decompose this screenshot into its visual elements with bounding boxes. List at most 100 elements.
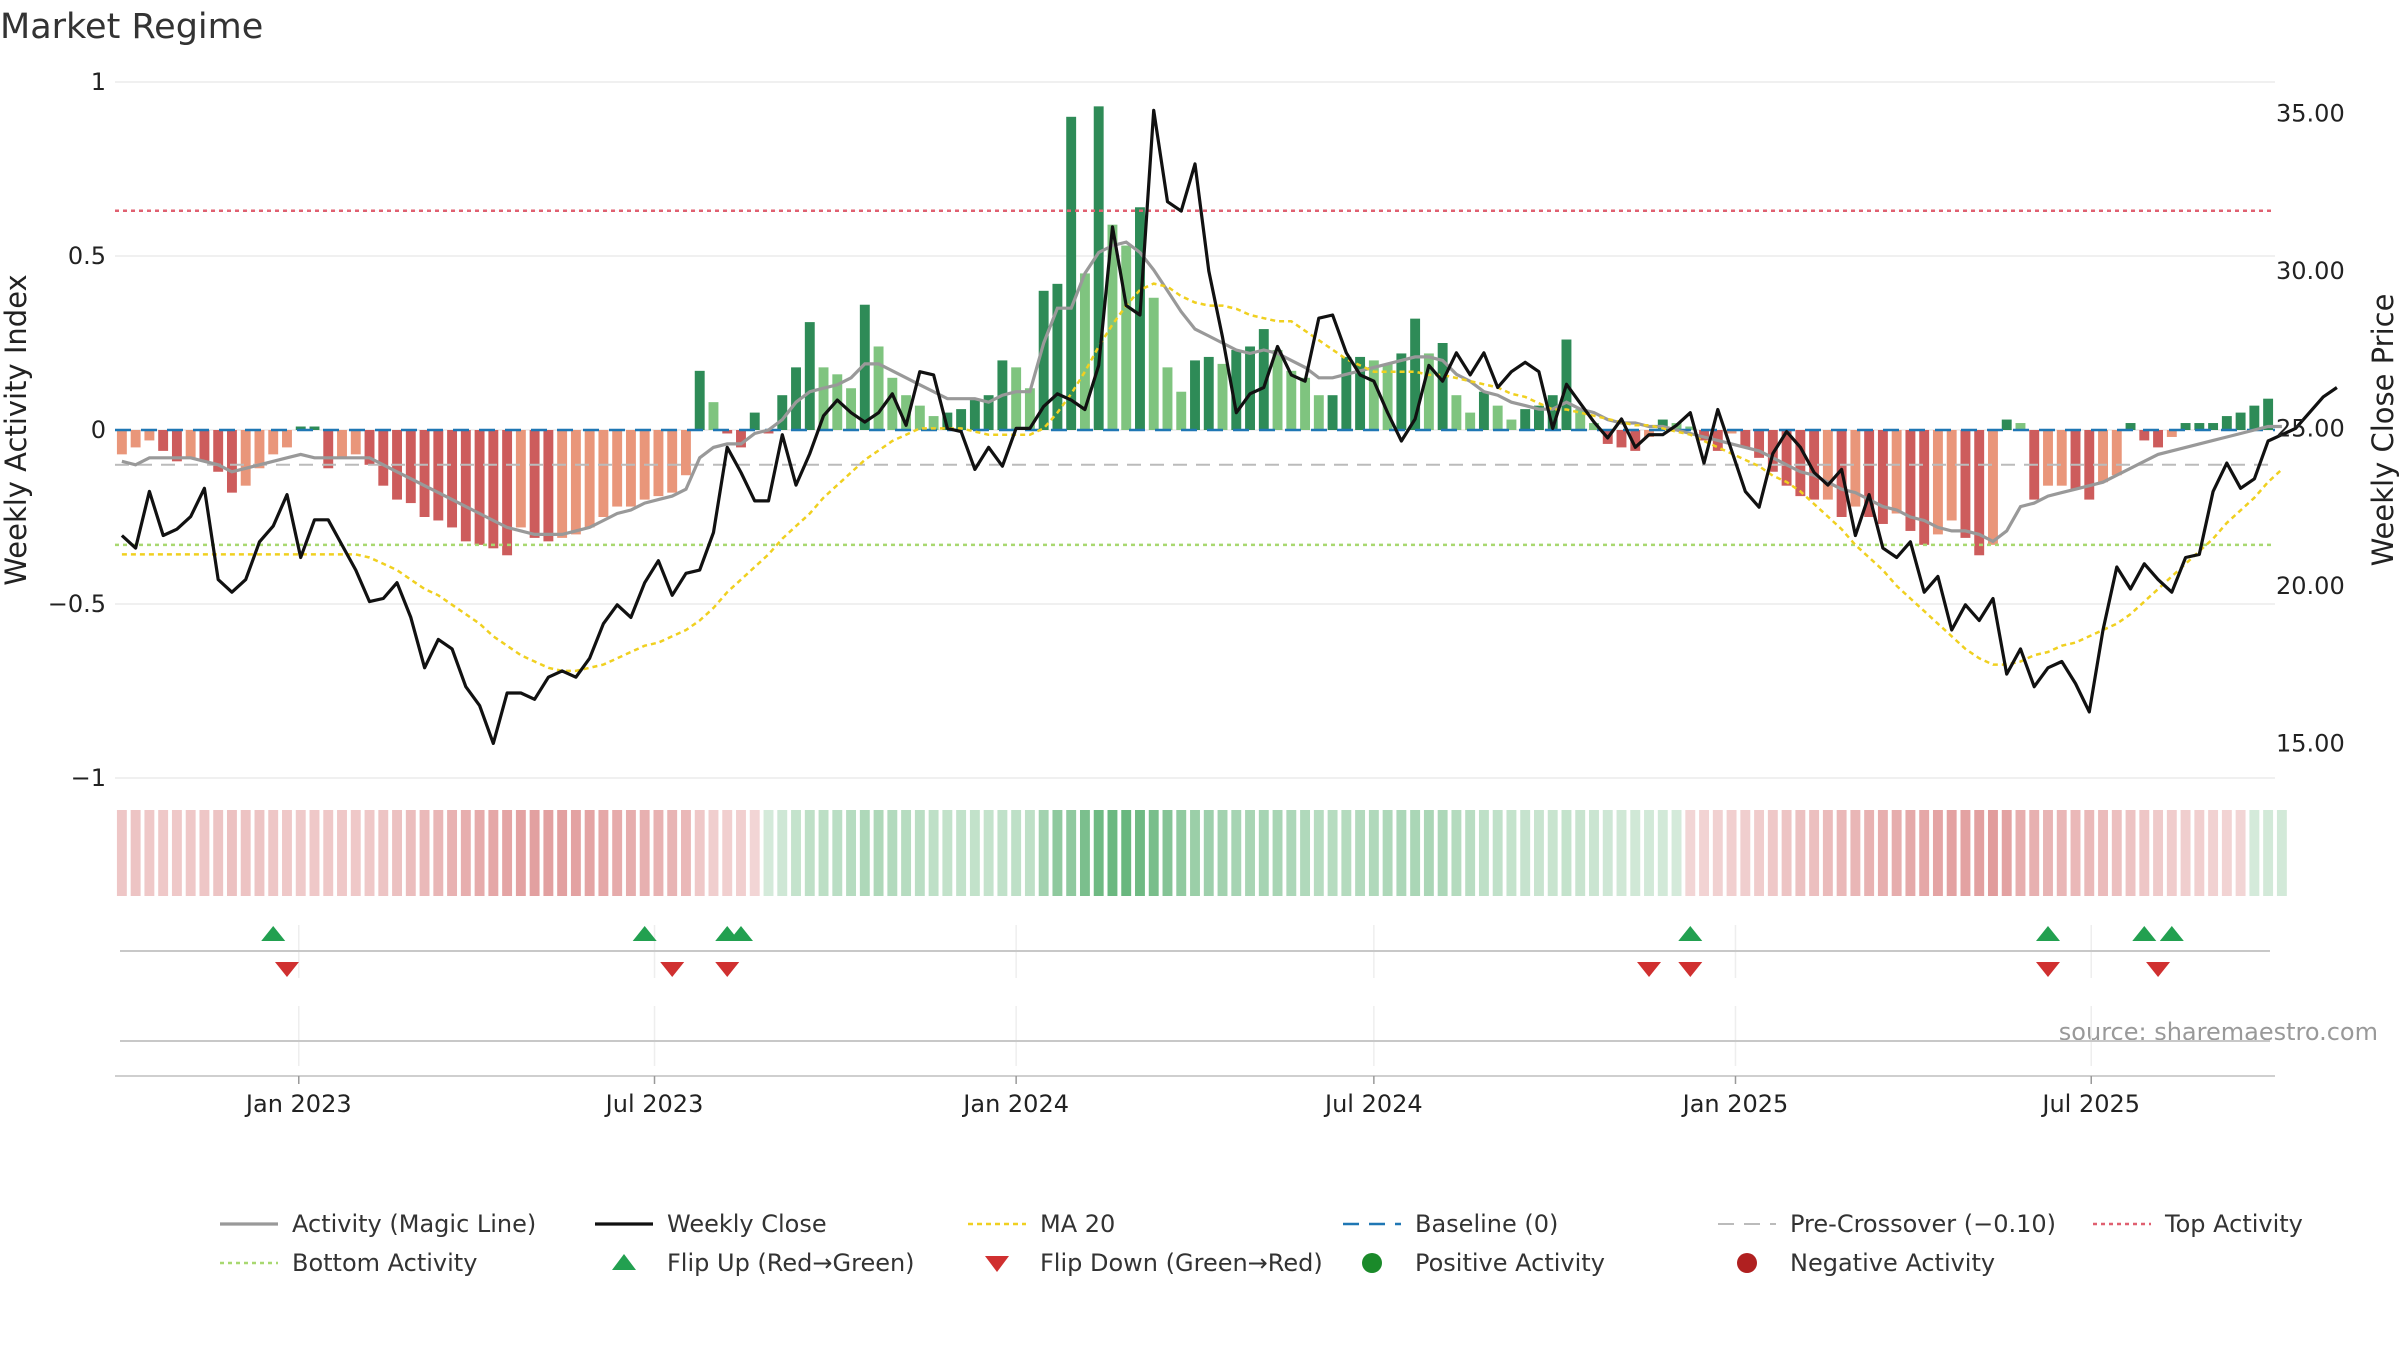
regime-cell bbox=[1245, 810, 1255, 896]
regime-cell bbox=[2208, 810, 2219, 896]
regime-cell bbox=[818, 810, 829, 896]
left-axis-title: Weekly Activity Index bbox=[0, 274, 33, 585]
regime-cell bbox=[997, 810, 1008, 896]
regime-cell bbox=[1781, 810, 1792, 896]
flip-down-marker bbox=[1637, 962, 1662, 977]
regime-cell bbox=[226, 810, 237, 896]
activity-bar bbox=[777, 395, 788, 430]
left-tick-label: 0.5 bbox=[68, 242, 106, 270]
activity-bar bbox=[846, 388, 857, 430]
activity-bar bbox=[1547, 395, 1558, 430]
regime-cell bbox=[130, 810, 141, 896]
regime-cell bbox=[1176, 810, 1187, 896]
activity-bar bbox=[694, 370, 705, 430]
legend-item-flipup: Flip Up (Red→Green) bbox=[612, 1249, 915, 1277]
regime-cell bbox=[1644, 810, 1654, 896]
regime-cell bbox=[1313, 810, 1324, 896]
activity-bar bbox=[557, 430, 568, 538]
regime-cell bbox=[2070, 810, 2081, 896]
activity-bar bbox=[502, 430, 513, 556]
legend-item-magic: Activity (Magic Line) bbox=[220, 1210, 536, 1238]
activity-bar bbox=[1300, 377, 1311, 430]
regime-cell bbox=[1767, 810, 1778, 896]
activity-bar bbox=[653, 430, 664, 497]
regime-cell bbox=[185, 810, 196, 896]
activity-bar bbox=[2015, 423, 2026, 430]
activity-bar bbox=[2153, 430, 2164, 448]
activity-bar bbox=[1754, 430, 1765, 458]
regime-cell bbox=[749, 810, 760, 896]
regime-cell bbox=[1121, 810, 1132, 896]
regime-cell bbox=[433, 810, 444, 896]
activity-bar bbox=[791, 367, 801, 430]
activity-bar bbox=[2180, 423, 2191, 430]
regime-cell bbox=[1630, 810, 1641, 896]
magic-line bbox=[121, 240, 2282, 544]
regime-cell bbox=[1079, 810, 1090, 896]
activity-bar bbox=[1960, 430, 1971, 538]
legend-label: Weekly Close bbox=[667, 1210, 827, 1238]
legend-label: Pre-Crossover (−0.10) bbox=[1790, 1210, 2056, 1238]
activity-bar bbox=[1024, 388, 1035, 430]
activity-bar bbox=[1382, 363, 1393, 430]
regime-cell bbox=[1712, 810, 1723, 896]
regime-cell bbox=[681, 810, 691, 896]
right-tick-label: 20.00 bbox=[2276, 572, 2345, 600]
legend-item-negact: Negative Activity bbox=[1737, 1249, 1995, 1277]
regime-cell bbox=[1877, 810, 1888, 896]
flip-markers-panel bbox=[120, 926, 2270, 1042]
regime-cell bbox=[2276, 810, 2287, 896]
activity-bar bbox=[1919, 430, 1930, 545]
regime-cell bbox=[474, 810, 485, 896]
legend-item-bottom: Bottom Activity bbox=[220, 1249, 477, 1277]
regime-cell bbox=[1809, 810, 1820, 896]
activity-bar bbox=[1423, 353, 1434, 430]
activity-bar bbox=[1093, 106, 1104, 431]
activity-bar bbox=[722, 430, 733, 434]
legend: Activity (Magic Line) Weekly Close MA 20 Ba… bbox=[220, 1210, 2303, 1277]
activity-bar bbox=[1217, 363, 1228, 430]
regime-cell bbox=[2111, 810, 2122, 896]
series-lines bbox=[120, 108, 2338, 746]
regime-cell bbox=[1465, 810, 1476, 896]
regime-cell bbox=[2125, 810, 2136, 896]
right-tick-label: 35.00 bbox=[2276, 99, 2345, 127]
regime-cell bbox=[350, 810, 361, 896]
regime-cell bbox=[460, 810, 471, 896]
legend-item-top: Top Activity bbox=[2093, 1210, 2303, 1238]
activity-bar bbox=[1368, 360, 1379, 430]
grid-lines bbox=[115, 81, 2275, 1066]
activity-bar bbox=[1726, 430, 1737, 434]
regime-cell bbox=[667, 810, 678, 896]
regime-cell bbox=[570, 810, 581, 896]
activity-bar bbox=[171, 430, 182, 462]
legend-item-close: Weekly Close bbox=[595, 1210, 827, 1238]
regime-cell bbox=[625, 810, 636, 896]
regime-cell bbox=[1671, 810, 1682, 896]
activity-bar bbox=[2043, 430, 2053, 486]
regime-cell bbox=[1355, 810, 1366, 896]
activity-bar bbox=[625, 430, 636, 507]
activity-bar bbox=[1052, 283, 1063, 430]
regime-cell bbox=[1382, 810, 1393, 896]
regime-cell bbox=[364, 810, 375, 896]
regime-cell bbox=[1520, 810, 1531, 896]
activity-bar bbox=[2084, 430, 2095, 500]
regime-cell bbox=[1685, 810, 1696, 896]
regime-cell bbox=[598, 810, 609, 896]
activity-bar bbox=[337, 430, 347, 458]
regime-cell bbox=[846, 810, 857, 896]
left-tick-label: 1 bbox=[91, 68, 106, 96]
flip-up-marker bbox=[261, 926, 286, 941]
activity-bar bbox=[1974, 430, 1985, 556]
regime-cell bbox=[419, 810, 430, 896]
activity-bar bbox=[1616, 430, 1627, 448]
regime-cell bbox=[584, 810, 595, 896]
activity-bar bbox=[1286, 370, 1297, 430]
activity-bar bbox=[419, 430, 430, 517]
regime-cell bbox=[983, 810, 994, 896]
regime-cell bbox=[447, 810, 458, 896]
activity-bar bbox=[1258, 329, 1269, 430]
legend-swatch-flipup bbox=[612, 1254, 636, 1270]
